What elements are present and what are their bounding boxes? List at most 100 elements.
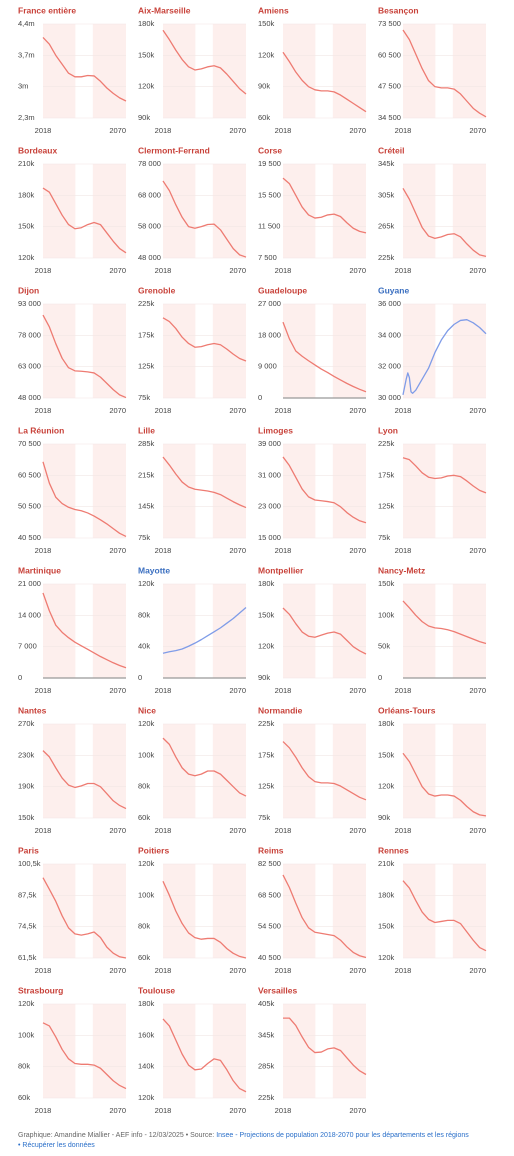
download-link[interactable]: • Récupérer les données — [18, 1142, 95, 1149]
panel-title: Martinique — [18, 565, 61, 575]
panel-title: Limoges — [258, 425, 293, 435]
x-tick-label: 2070 — [109, 406, 126, 415]
band — [163, 584, 196, 678]
data-line — [42, 592, 127, 669]
y-tick-label: 180k — [138, 999, 155, 1008]
y-tick-label: 7 500 — [258, 253, 277, 262]
x-tick-label: 2018 — [155, 966, 172, 975]
data-line — [42, 877, 127, 959]
band — [92, 1004, 126, 1098]
y-tick-label: 120k — [138, 1093, 155, 1102]
band — [43, 444, 76, 538]
y-tick-label: 80k — [18, 1062, 30, 1071]
x-tick-label: 2018 — [155, 546, 172, 555]
data-line — [42, 750, 127, 810]
y-tick-label: 15 000 — [258, 533, 281, 542]
data-line — [402, 457, 487, 494]
x-tick-label: 2070 — [229, 686, 246, 695]
y-tick-label: 60k — [18, 1093, 30, 1102]
panel-title: Orléans-Tours — [378, 705, 436, 715]
y-tick-label: 285k — [138, 439, 155, 448]
x-tick-label: 2018 — [275, 546, 292, 555]
data-line — [282, 456, 367, 524]
data-line — [162, 180, 247, 258]
data-line — [282, 177, 367, 234]
x-tick-label: 2070 — [229, 1106, 246, 1115]
data-line — [282, 321, 367, 393]
panel: Aix-Marseille 180k 150k 120k 90k 2018 2070 — [138, 5, 247, 135]
panel: Corse 19 500 15 500 11 500 7 500 2018 2070 — [258, 145, 367, 275]
x-tick-label: 2018 — [275, 826, 292, 835]
y-tick-label: 36 000 — [378, 299, 401, 308]
x-tick-label: 2018 — [275, 966, 292, 975]
y-tick-label: 190k — [18, 782, 35, 791]
x-tick-label: 2070 — [229, 966, 246, 975]
band — [452, 724, 486, 818]
y-tick-label: 75k — [138, 393, 150, 402]
band — [332, 864, 366, 958]
y-tick-label: 225k — [378, 253, 395, 262]
y-tick-label: 230k — [18, 750, 35, 759]
band — [452, 584, 486, 678]
band — [332, 164, 366, 258]
y-tick-label: 0 — [258, 393, 262, 402]
y-tick-label: 80k — [138, 782, 150, 791]
x-tick-label: 2018 — [395, 686, 412, 695]
band — [212, 724, 246, 818]
x-tick-label: 2070 — [469, 546, 486, 555]
y-tick-label: 3m — [18, 82, 28, 91]
y-tick-label: 150k — [138, 50, 155, 59]
y-tick-label: 78 000 — [138, 159, 161, 168]
y-tick-label: 150k — [258, 19, 275, 28]
y-tick-label: 4,4m — [18, 19, 35, 28]
x-tick-label: 2070 — [229, 126, 246, 135]
y-tick-label: 61,5k — [18, 953, 37, 962]
y-tick-label: 47 500 — [378, 82, 401, 91]
y-tick-label: 225k — [138, 299, 155, 308]
x-tick-label: 2018 — [35, 406, 52, 415]
data-line — [162, 1018, 247, 1093]
band — [332, 304, 366, 398]
y-tick-label: 27 000 — [258, 299, 281, 308]
x-tick-label: 2070 — [229, 826, 246, 835]
data-line — [283, 1017, 367, 1076]
y-tick-label: 150k — [378, 922, 395, 931]
panel: Nice 120k 100k 80k 60k 2018 2070 — [138, 705, 247, 835]
y-tick-label: 160k — [138, 1030, 155, 1039]
data-line — [402, 752, 487, 817]
y-tick-label: 18 000 — [258, 330, 281, 339]
y-tick-label: 87,5k — [18, 890, 37, 899]
x-tick-label: 2018 — [155, 126, 172, 135]
y-tick-label: 50 500 — [18, 502, 41, 511]
x-tick-label: 2070 — [349, 406, 366, 415]
band — [332, 724, 366, 818]
source-link[interactable]: Insee - Projections de population 2018-2… — [216, 1132, 469, 1139]
x-tick-label: 2018 — [35, 126, 52, 135]
band — [403, 724, 436, 818]
y-tick-label: 175k — [258, 750, 275, 759]
y-tick-label: 180k — [378, 719, 395, 728]
y-tick-label: 40k — [138, 642, 150, 651]
band — [212, 444, 246, 538]
y-tick-label: 125k — [378, 502, 395, 511]
y-tick-label: 50k — [378, 642, 390, 651]
x-tick-label: 2018 — [395, 126, 412, 135]
band — [163, 24, 196, 118]
x-tick-label: 2018 — [35, 546, 52, 555]
y-tick-label: 0 — [138, 673, 142, 682]
y-tick-label: 120k — [138, 719, 155, 728]
band — [212, 864, 246, 958]
x-tick-label: 2018 — [155, 686, 172, 695]
y-tick-label: 23 000 — [258, 502, 281, 511]
panel-title: Amiens — [258, 5, 289, 15]
band — [92, 444, 126, 538]
panel-title: Versailles — [258, 985, 298, 995]
x-tick-label: 2070 — [109, 266, 126, 275]
x-tick-label: 2070 — [349, 686, 366, 695]
y-tick-label: 75k — [138, 533, 150, 542]
x-tick-label: 2070 — [469, 826, 486, 835]
